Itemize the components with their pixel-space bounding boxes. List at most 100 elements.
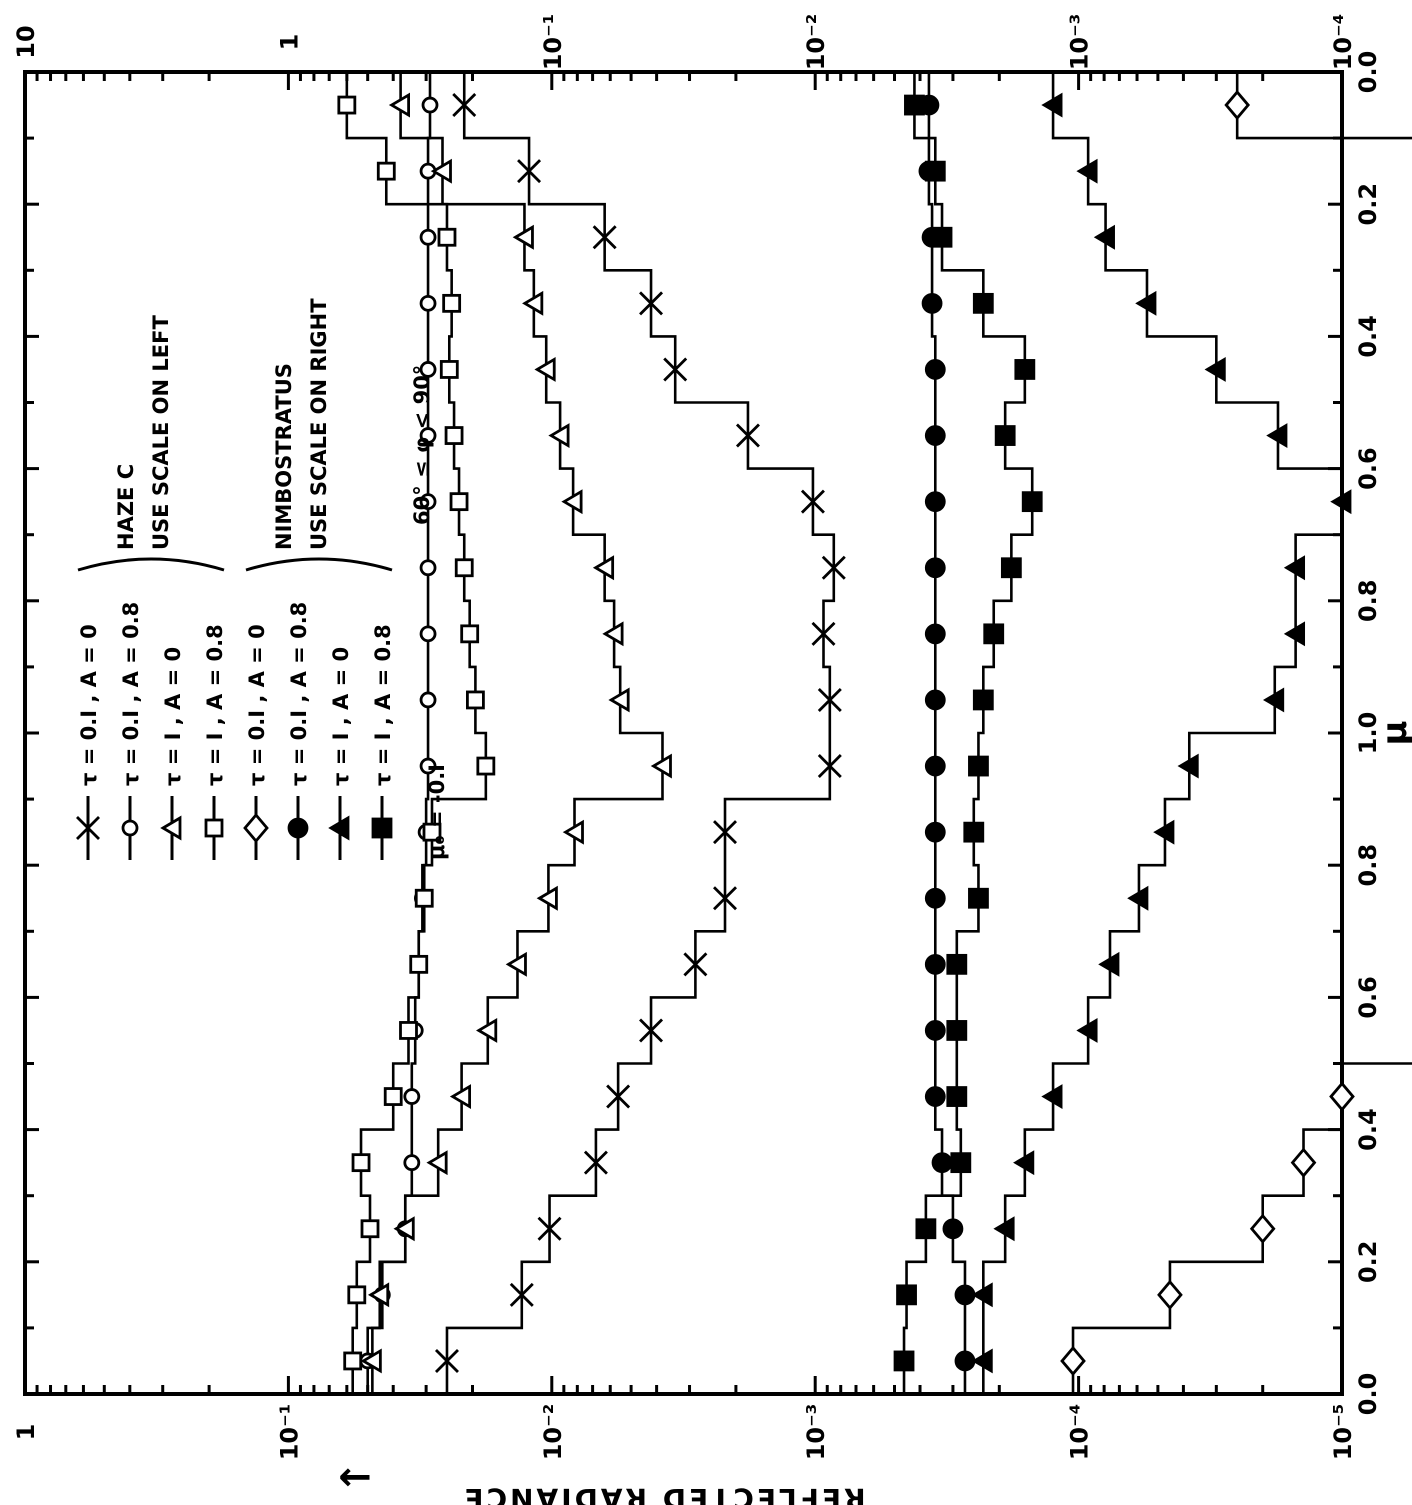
data-point <box>452 93 477 118</box>
data-point <box>476 756 496 776</box>
legend-marker <box>121 819 139 837</box>
data-point <box>1249 1213 1276 1244</box>
data-point <box>337 95 357 115</box>
data-point <box>800 489 825 514</box>
series-step-line <box>982 72 1344 1394</box>
data-point <box>449 492 469 512</box>
legend-marker <box>76 816 100 840</box>
data-point <box>444 426 464 445</box>
legend-marker <box>287 817 309 839</box>
data-point <box>536 885 558 911</box>
legend-entry: τ = I , A = 0.8 <box>203 624 227 786</box>
data-point <box>505 951 527 977</box>
data-point <box>1153 819 1175 845</box>
data-point <box>454 558 474 578</box>
data-point <box>419 228 437 246</box>
data-point <box>367 1282 390 1308</box>
data-point <box>924 160 946 182</box>
data-point <box>1266 423 1288 448</box>
data-point <box>522 290 544 316</box>
mu-tick-label: 0.0 <box>1354 1373 1382 1416</box>
data-point <box>904 94 925 116</box>
legend-marker <box>371 817 393 839</box>
series-4 <box>337 72 496 1394</box>
data-point <box>931 1152 953 1174</box>
data-point <box>954 1284 976 1306</box>
data-point <box>419 294 437 312</box>
mu-tick-label: 0.6 <box>1354 976 1382 1019</box>
data-point <box>360 1219 380 1239</box>
series-3 <box>360 72 672 1394</box>
data-point <box>592 555 615 581</box>
data-point <box>924 755 946 777</box>
radiance-arrow: ← <box>338 1454 372 1500</box>
data-point <box>399 1021 418 1040</box>
data-point <box>606 1084 631 1109</box>
data-point <box>419 427 437 444</box>
data-point <box>683 952 708 977</box>
data-point <box>439 360 459 379</box>
legend-group1-note: USE SCALE ON LEFT <box>149 315 173 550</box>
data-point <box>434 1348 459 1373</box>
data-point <box>1283 621 1306 647</box>
legend-group2-title: NIMBOSTRATUS <box>272 363 296 550</box>
data-point <box>517 159 542 184</box>
data-point <box>403 1088 421 1105</box>
left-scale-label: 10⁻⁵ <box>1329 1404 1357 1461</box>
series-layer <box>337 72 1412 1394</box>
left-scale-label: 1 <box>12 1424 40 1441</box>
data-point <box>993 1216 1015 1242</box>
left-scale-label: 10⁻¹ <box>275 1404 303 1461</box>
legend-entry: τ = 0.I , A = 0 <box>77 624 101 786</box>
mu-tick-label: 0.8 <box>1354 844 1382 887</box>
data-point <box>639 291 664 316</box>
data-point <box>924 1020 946 1041</box>
data-point <box>896 1284 917 1306</box>
data-point <box>1093 224 1115 250</box>
data-point <box>419 625 437 643</box>
data-point <box>1098 951 1120 977</box>
legend-entry: τ = I , A = 0.8 <box>371 624 395 786</box>
data-point <box>1041 92 1063 118</box>
data-point <box>509 1282 534 1307</box>
legend-group1-title: HAZE C <box>114 464 138 550</box>
legend-entry: τ = I , A = 0 <box>329 647 353 786</box>
right-scale-label: 10 <box>12 25 40 58</box>
data-point <box>942 1218 964 1240</box>
labels-layer: 1 10⁻¹ 10⁻² 10⁻³ 10⁻⁴ 10⁻⁵ 10 1 10⁻¹ 10⁻² 10⁻³ 10⁻⁴… <box>12 14 1412 1505</box>
data-point <box>419 559 437 577</box>
right-scale-label: 1 <box>275 34 303 51</box>
data-point <box>449 1084 472 1109</box>
mu-tick-label: 0.6 <box>1354 447 1382 490</box>
data-point <box>1041 1084 1063 1109</box>
data-point <box>924 821 946 843</box>
right-scale-label: 10⁻⁴ <box>1329 14 1357 71</box>
legend-marker <box>243 812 269 844</box>
data-point <box>561 489 583 515</box>
data-point <box>1262 687 1285 713</box>
data-point <box>512 224 534 250</box>
data-point <box>1135 290 1157 316</box>
data-point <box>419 493 437 511</box>
data-point <box>1177 753 1199 779</box>
left-scale-label: 10⁻² <box>539 1404 567 1461</box>
data-point <box>383 1087 403 1106</box>
series-5 <box>1060 72 1412 1394</box>
legend-entry: τ = 0.I , A = 0.8 <box>119 602 143 786</box>
mu-tick-label: 0.8 <box>1354 580 1382 623</box>
legend-entry: τ = 0.I , A = 0.8 <box>287 602 311 786</box>
data-point <box>466 690 485 710</box>
data-point <box>1013 1150 1035 1176</box>
data-point <box>663 357 688 382</box>
data-point <box>735 423 760 448</box>
data-point <box>924 1086 946 1107</box>
data-point <box>608 687 630 713</box>
mu-tick-label: 0.2 <box>1354 183 1382 226</box>
data-point <box>548 423 570 448</box>
data-point <box>460 624 480 644</box>
data-point <box>1224 89 1251 121</box>
legend-brace <box>245 557 393 572</box>
data-point <box>1127 885 1149 911</box>
data-point <box>419 361 437 378</box>
data-point <box>713 886 737 911</box>
